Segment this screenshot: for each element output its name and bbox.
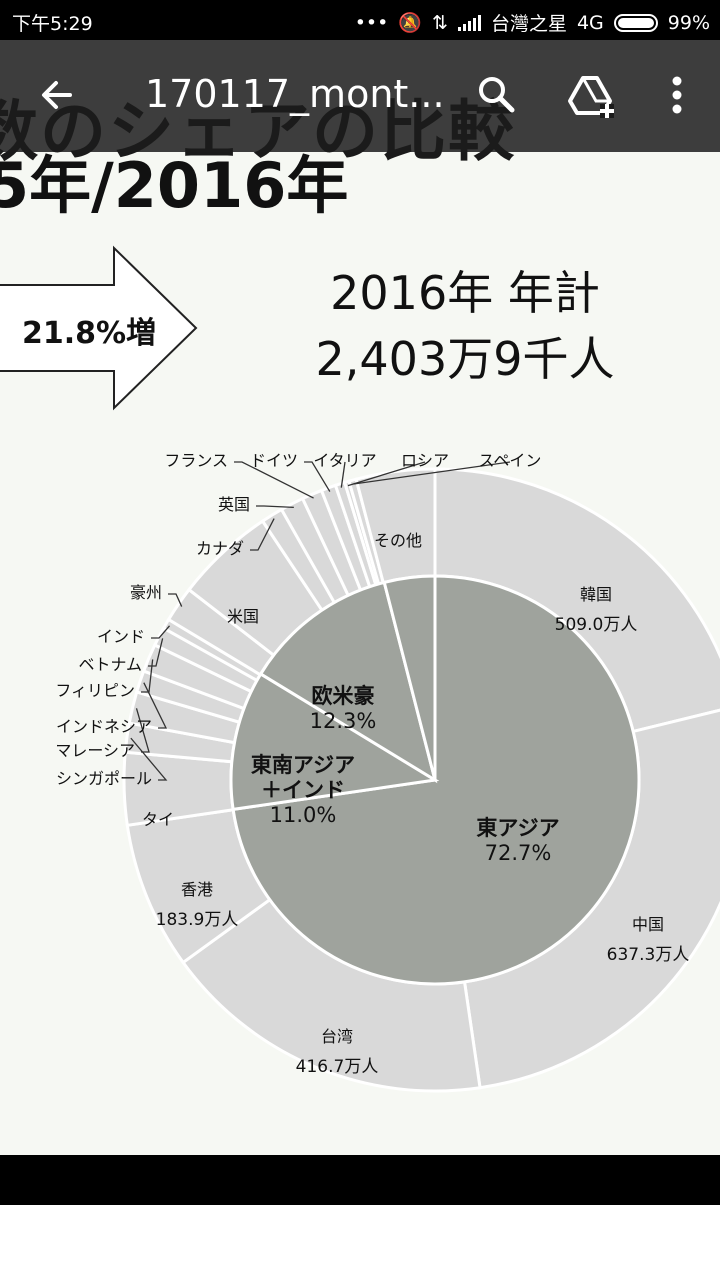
callout-label-スペイン: スペイン: [479, 451, 542, 470]
leader-line-スペイン: [353, 461, 511, 485]
inner-label-東アジア: 東アジア: [476, 816, 559, 840]
outer-value-中国: 637.3万人: [607, 945, 690, 965]
inner-share-1: 11.0%: [270, 803, 337, 827]
network-type: 4G: [576, 11, 604, 34]
more-vert-icon[interactable]: [652, 70, 702, 120]
outer-value-韓国: 509.0万人: [555, 615, 638, 635]
callout-label-ドイツ: ドイツ: [250, 451, 298, 470]
leader-line-イタリア: [340, 461, 346, 488]
outer-label-中国: 中国: [632, 915, 664, 934]
leader-line-カナダ: [250, 518, 275, 551]
callout-label-マレーシア: マレーシア: [55, 741, 135, 760]
callout-label-フィリピン: フィリピン: [55, 681, 135, 700]
inner-share-0: 72.7%: [485, 841, 552, 865]
outer-label-香港: 香港: [181, 880, 213, 899]
inner-label-東南アジア＋インド: 東南アジア: [251, 753, 355, 777]
status-bar: 下午5:29 ••• 🔕 ⇅ 台灣之星 4G 99%: [0, 0, 720, 40]
total-count: 2,403万9千人: [315, 332, 615, 386]
callout-label-インド: インド: [97, 627, 145, 646]
callout-label-インドネシア: インドネシア: [56, 717, 152, 736]
leader-line-ロシア: [347, 461, 426, 487]
callout-label-イタリア: イタリア: [313, 451, 376, 470]
callout-label-シンガポール: シンガポール: [56, 769, 152, 788]
outer-value-台湾: 416.7万人: [296, 1057, 379, 1077]
leader-line-インドネシア: [143, 682, 168, 729]
outer-label-台湾: 台湾: [321, 1027, 353, 1046]
back-arrow-icon[interactable]: [32, 70, 82, 120]
outer-label-タイ: タイ: [142, 810, 174, 829]
outer-label-その他: その他: [374, 531, 422, 550]
status-time: 下午5:29: [12, 13, 93, 35]
battery-icon: [613, 13, 658, 32]
more-notifications-icon: •••: [354, 11, 389, 34]
total-year-label: 2016年 年計: [330, 266, 600, 320]
leader-line-インド: [151, 625, 171, 639]
total-title: 2016年 年計 2,403万9千人: [300, 260, 630, 392]
inner-label-欧米豪: 欧米豪: [312, 684, 375, 708]
leader-line-フィリピン: [141, 659, 154, 693]
callout-label-英国: 英国: [218, 495, 250, 514]
inner-slice-3: [382, 574, 437, 781]
below-document-area: [0, 1205, 720, 1280]
leader-line-マレーシア: [135, 708, 150, 753]
callout-label-フランス: フランス: [164, 451, 228, 470]
leader-line-ドイツ: [304, 461, 331, 492]
slide-heading-line2: 5年/2016年: [0, 149, 349, 222]
data-transfer-icon: ⇅: [432, 11, 448, 34]
status-icons: ••• 🔕 ⇅ 台灣之星 4G 99%: [355, 9, 710, 36]
increase-arrow: [0, 245, 198, 411]
inner-slice-1: [229, 671, 440, 812]
document-title: 170117_mont...: [145, 72, 445, 116]
leader-line-ベトナム: [148, 638, 164, 667]
signal-icon: [457, 14, 481, 31]
inner-slice-2: [258, 580, 438, 784]
carrier-name: 台灣之星: [490, 13, 567, 35]
callout-label-ベトナム: ベトナム: [78, 655, 142, 674]
outer-label-韓国: 韓国: [580, 585, 612, 604]
bottom-bar: [0, 1155, 720, 1205]
mute-bell-icon: 🔕: [398, 12, 423, 34]
callout-label-豪州: 豪州: [130, 583, 162, 602]
leader-line-フランス: [234, 461, 314, 499]
outer-value-香港: 183.9万人: [156, 910, 239, 930]
inner-share-2: 12.3%: [310, 709, 377, 733]
inner-label-東南アジア＋インド: ＋インド: [261, 778, 345, 802]
outer-label-米国: 米国: [227, 607, 259, 626]
increase-label: 21.8%増: [22, 316, 157, 351]
search-icon[interactable]: [472, 70, 522, 120]
drive-add-icon[interactable]: [566, 70, 616, 120]
leader-line-豪州: [168, 593, 183, 607]
callout-label-ロシア: ロシア: [401, 451, 449, 470]
battery-level: 99%: [667, 11, 710, 34]
document-viewport[interactable]: 数のシェアの比較 5年/2016年 21.8%増 2016年 年計 2,403万…: [0, 40, 720, 1155]
app-bar: 170117_mont...: [0, 40, 720, 152]
callout-label-カナダ: カナダ: [196, 539, 244, 558]
leader-line-英国: [256, 505, 294, 509]
